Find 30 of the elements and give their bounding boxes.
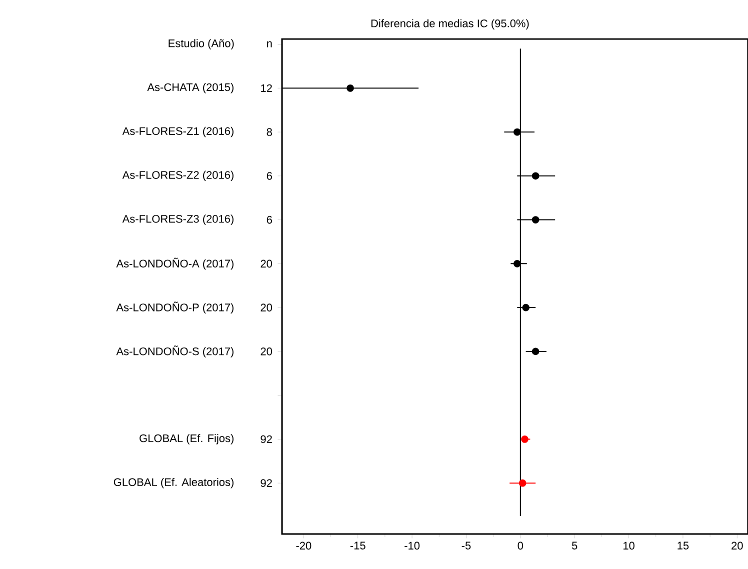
x-tick-label: -20 <box>296 542 312 550</box>
text: 92 <box>260 435 272 444</box>
y-tick-label: As-FLORES-Z3 (2016) <box>122 214 234 225</box>
chart-title: Diferencia de medias IC (95.0%) <box>371 19 529 30</box>
text: 12 <box>261 84 272 92</box>
y-tick-label: As-LONDOÑO-A (2017) <box>116 258 234 270</box>
x-tick-label: 5 <box>572 542 578 550</box>
text: 20 <box>260 348 272 356</box>
y-tick-label: As-CHATA (2015) <box>147 83 234 94</box>
text: 20 <box>260 304 272 312</box>
x-tick-label: -15 <box>350 542 366 550</box>
y-tick-label: As-FLORES-Z2 (2016) <box>122 170 234 182</box>
x-tick-label: 15 <box>678 542 689 550</box>
x-tick-label: 20 <box>732 542 743 550</box>
text: 20 <box>260 260 272 268</box>
text: Estudio (Año) <box>168 39 234 50</box>
x-tick-label: 0 <box>518 542 524 550</box>
y-tick-label: As-LONDOÑO-P (2017) <box>116 302 234 314</box>
text: n <box>267 41 272 48</box>
y-tick-label: As-FLORES-Z1 (2016) <box>122 126 234 138</box>
text: 6 <box>266 172 272 180</box>
text: 92 <box>260 479 272 487</box>
y-tick-label: GLOBAL (Ef. Fijos) <box>140 434 234 444</box>
x-tick-label: -5 <box>462 542 471 550</box>
x-tick-label: -10 <box>404 542 420 550</box>
text: 8 <box>266 128 272 136</box>
x-tick-label: 10 <box>624 542 634 550</box>
y-tick-label: GLOBAL (Ef. Aleatorios) <box>114 478 234 488</box>
text: 6 <box>266 216 272 224</box>
y-tick-label: As-LONDOÑO-S (2017) <box>116 345 234 358</box>
